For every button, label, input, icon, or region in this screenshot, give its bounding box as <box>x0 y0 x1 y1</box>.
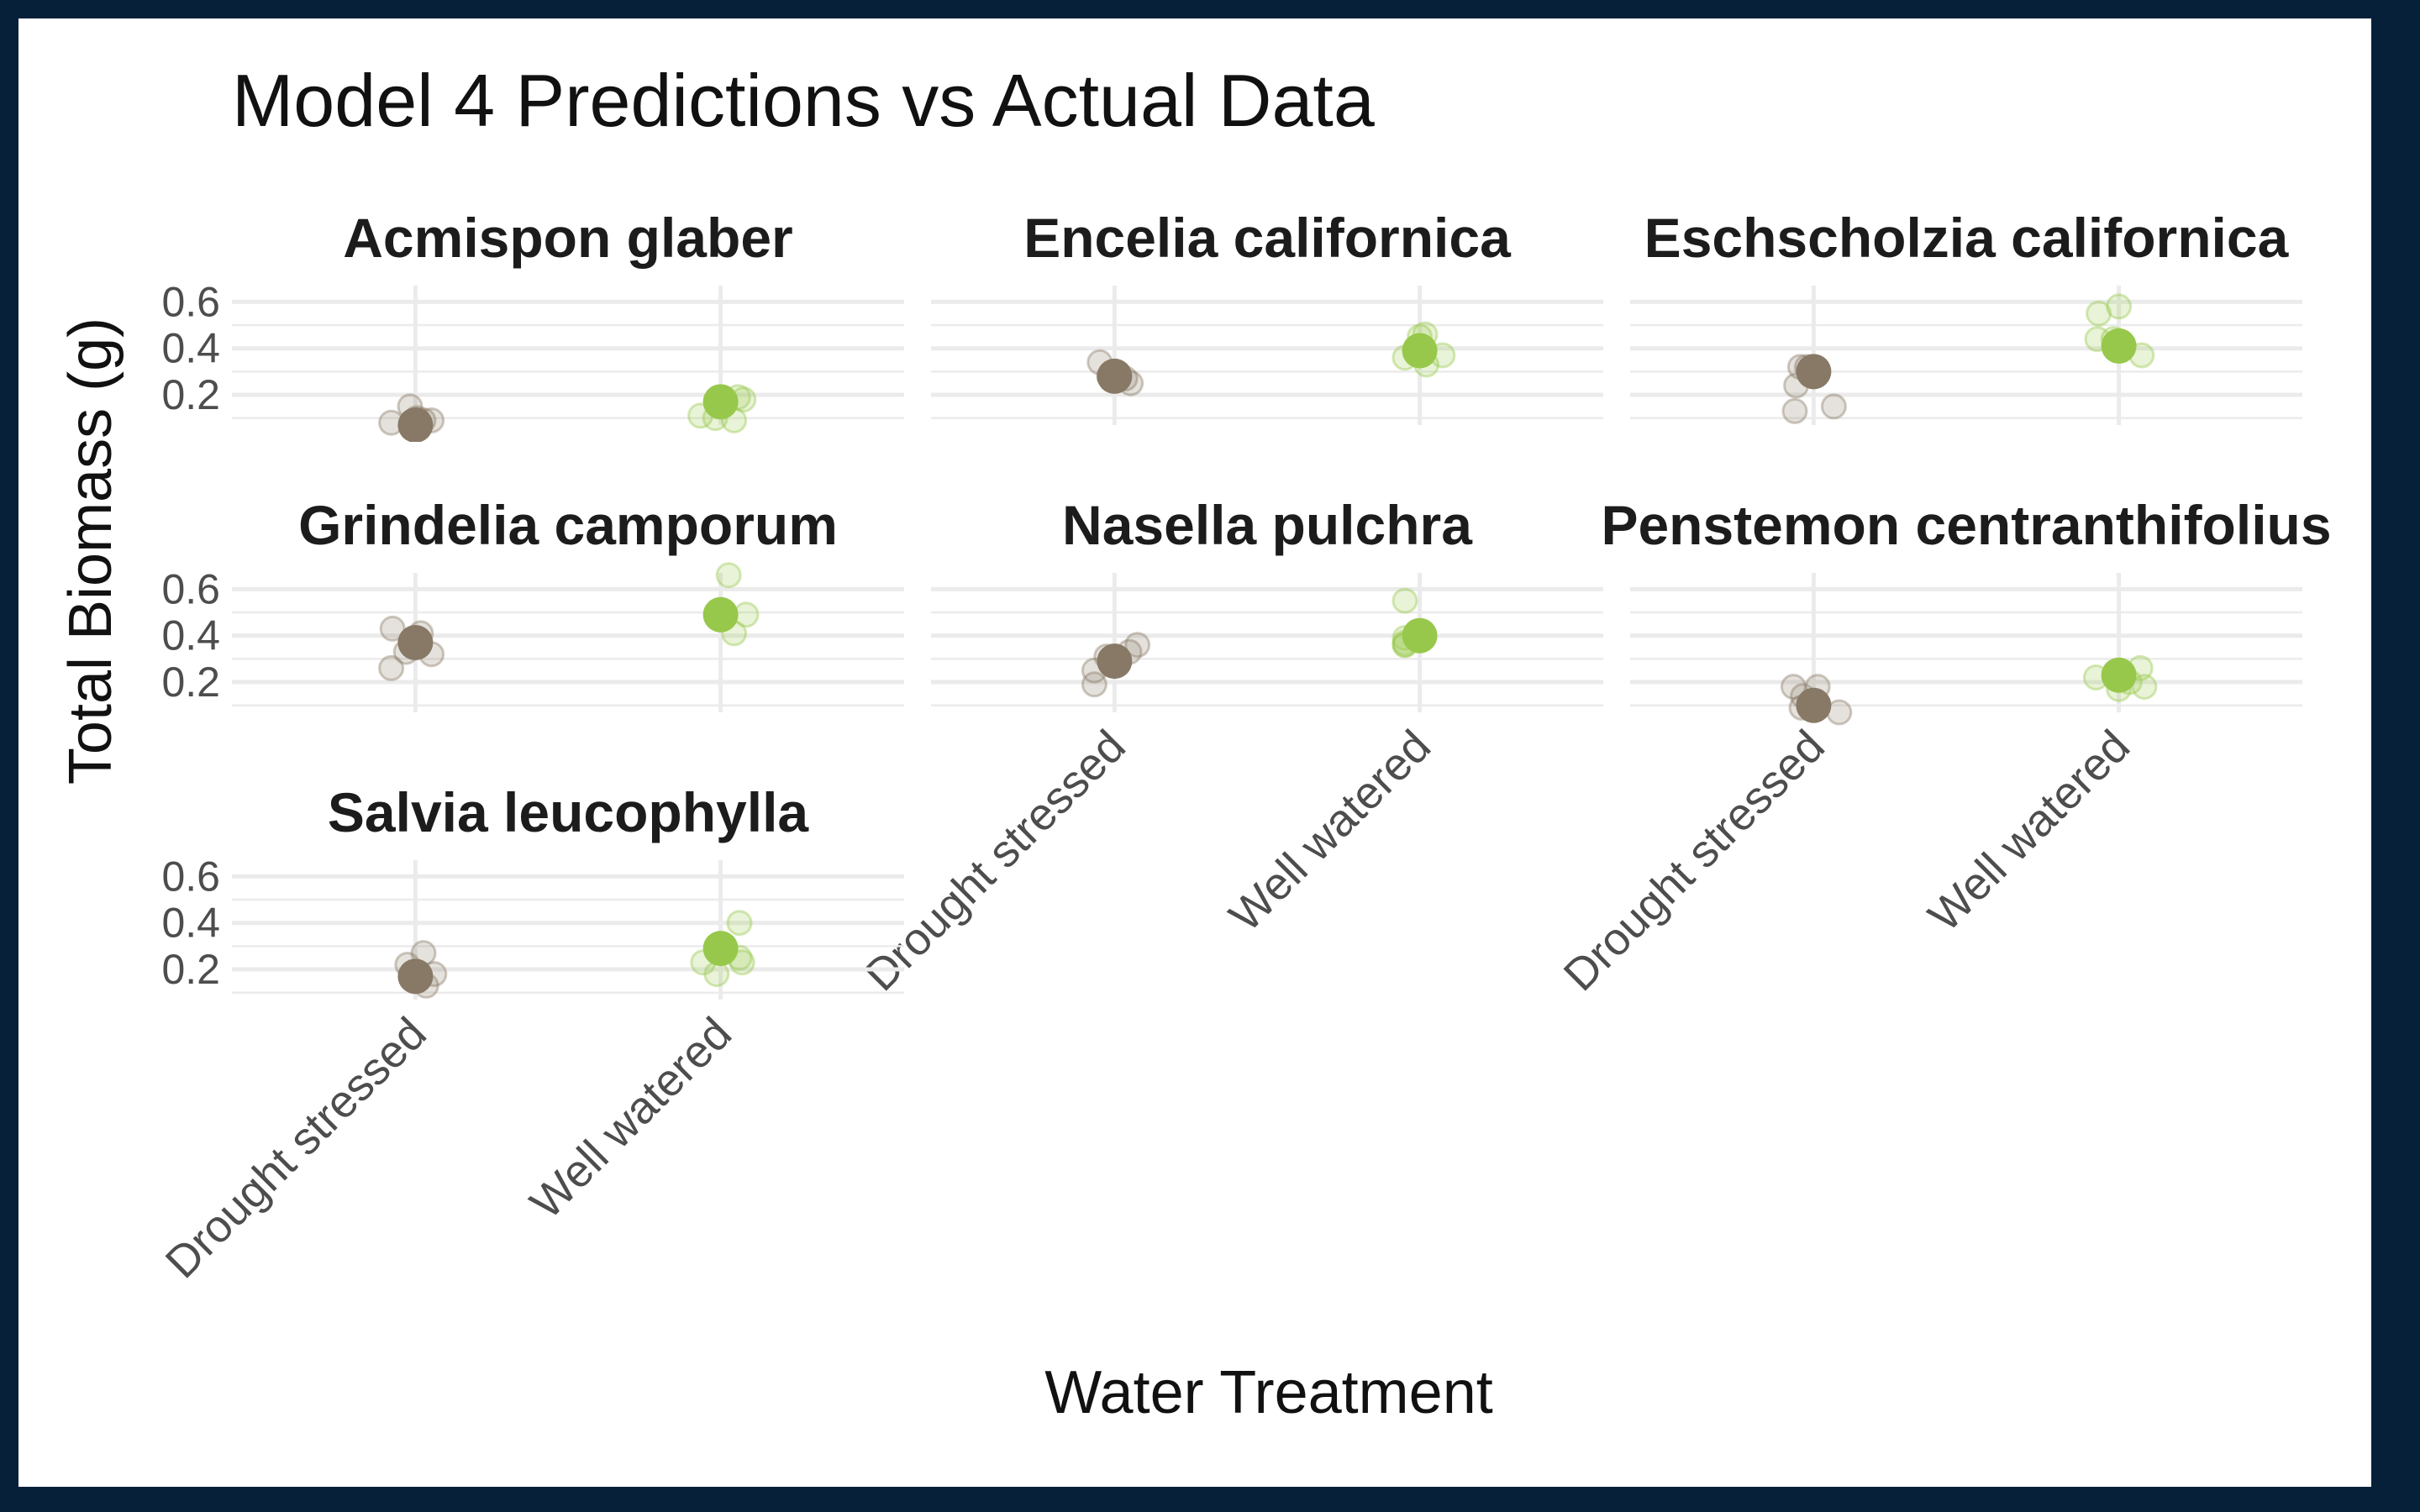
observed-point <box>2086 300 2112 327</box>
predicted-point <box>397 407 434 442</box>
observed-point <box>1124 632 1151 659</box>
data-points <box>378 562 760 681</box>
data-points <box>378 384 757 442</box>
observed-point <box>703 961 730 988</box>
observed-point <box>1392 587 1418 614</box>
chart-canvas: Model 4 Predictions vs Actual Data Acmis… <box>57 59 2332 1426</box>
observed-point <box>1781 397 1808 424</box>
observed-point <box>2131 674 2158 701</box>
predicted-point <box>1097 643 1133 680</box>
x-tick-label-well-watered: Well watered <box>1919 721 2139 941</box>
x-tick-label-drought-stressed: Drought stressed <box>156 1008 436 1288</box>
predicted-point <box>702 596 739 633</box>
x-axis-title: Water Treatment <box>1044 1359 1493 1426</box>
facet-panel-salvia-leucophylla: Salvia leucophylla 0.20.40.6 Drought stres… <box>156 781 904 1288</box>
y-tick-label: 0.6 <box>161 565 220 612</box>
observed-point <box>1780 674 1807 701</box>
facet-strip-label: Eschscholzia californica <box>1644 207 2290 269</box>
y-tick-label: 0.2 <box>161 946 220 993</box>
facet-panel-acmispon-glaber: Acmispon glaber 0.20.40.6 <box>161 207 904 442</box>
x-tick-label-drought-stressed: Drought stressed <box>1555 721 1834 1000</box>
observed-point <box>1820 393 1847 420</box>
y-tick-label: 0.4 <box>161 325 220 372</box>
x-tick-label-well-watered: Well watered <box>521 1008 741 1228</box>
predicted-point <box>1402 617 1438 654</box>
y-tick-label: 0.2 <box>161 371 220 418</box>
facet-strip-label: Encelia californica <box>1023 207 1512 269</box>
chart-frame: Model 4 Predictions vs Actual Data Acmis… <box>18 18 2371 1487</box>
predicted-point <box>1796 354 1832 390</box>
y-tick-label: 0.6 <box>161 278 220 325</box>
facet-strip-label: Penstemon centranthifolius <box>1601 494 2331 556</box>
observed-point <box>379 615 406 642</box>
observed-point <box>715 562 742 589</box>
predicted-point <box>702 384 739 420</box>
y-tick-label: 0.2 <box>161 659 220 706</box>
facet-strip-label: Salvia leucophylla <box>328 781 810 843</box>
observed-point <box>2106 293 2133 320</box>
facet-strip-label: Grindelia camporum <box>298 494 838 556</box>
predicted-point <box>1402 333 1438 369</box>
predicted-point <box>2101 657 2137 693</box>
facet-panel-penstemon-centranthifolius: Penstemon centranthifolius Drought stress… <box>1555 494 2332 1000</box>
facet-panel-nasella-pulchra: Nasella pulchra Drought stressed Well wate… <box>855 494 1603 1000</box>
data-points <box>1081 587 1438 698</box>
x-tick-label-drought-stressed: Drought stressed <box>855 721 1135 1000</box>
facet-panel-encelia-californica: Encelia californica <box>931 207 1603 425</box>
y-axis-title: Total Biomass (g) <box>57 318 124 785</box>
observed-point <box>726 910 753 937</box>
x-tick-label-well-watered: Well watered <box>1220 721 1440 941</box>
data-points <box>394 910 755 999</box>
facet-panel-eschscholzia-californica: Eschscholzia californica <box>1630 207 2302 425</box>
facet-strip-label: Nasella pulchra <box>1062 494 1473 556</box>
predicted-point <box>397 958 434 995</box>
predicted-point <box>1097 358 1133 394</box>
facet-strip-label: Acmispon glaber <box>343 207 792 269</box>
predicted-point <box>2101 328 2137 364</box>
predicted-point <box>397 625 434 660</box>
data-points <box>1086 321 1456 396</box>
facet-panel-grindelia-camporum: Grindelia camporum 0.20.40.6 <box>161 494 904 712</box>
observed-point <box>1081 671 1107 698</box>
predicted-point <box>702 931 739 967</box>
y-tick-label: 0.4 <box>161 612 220 659</box>
y-tick-label: 0.6 <box>161 853 220 900</box>
observed-point <box>378 654 405 681</box>
chart-title: Model 4 Predictions vs Actual Data <box>232 59 1375 142</box>
data-points <box>1781 293 2155 424</box>
data-points <box>1780 654 2158 726</box>
y-tick-label: 0.4 <box>161 900 220 947</box>
predicted-point <box>1796 687 1832 723</box>
